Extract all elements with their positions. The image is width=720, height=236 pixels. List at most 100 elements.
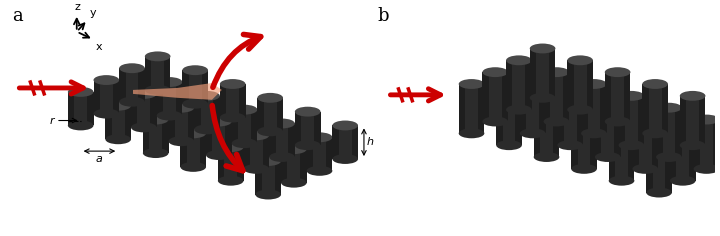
Polygon shape bbox=[333, 126, 339, 159]
Polygon shape bbox=[571, 120, 577, 169]
Polygon shape bbox=[68, 92, 74, 126]
Text: x: x bbox=[96, 42, 102, 51]
Polygon shape bbox=[138, 68, 145, 102]
Polygon shape bbox=[581, 84, 607, 133]
Ellipse shape bbox=[642, 128, 668, 138]
Ellipse shape bbox=[307, 166, 333, 176]
Polygon shape bbox=[656, 108, 682, 157]
Ellipse shape bbox=[220, 79, 246, 89]
Polygon shape bbox=[544, 72, 570, 122]
Ellipse shape bbox=[269, 152, 295, 162]
Polygon shape bbox=[670, 131, 696, 181]
Ellipse shape bbox=[544, 67, 570, 77]
Polygon shape bbox=[693, 120, 700, 169]
Ellipse shape bbox=[632, 115, 658, 124]
Polygon shape bbox=[665, 143, 672, 193]
Ellipse shape bbox=[145, 85, 171, 95]
Polygon shape bbox=[145, 56, 151, 90]
Polygon shape bbox=[162, 120, 168, 153]
Ellipse shape bbox=[656, 152, 682, 162]
Ellipse shape bbox=[581, 79, 607, 89]
Polygon shape bbox=[717, 108, 720, 157]
Text: y: y bbox=[89, 8, 96, 18]
Polygon shape bbox=[314, 112, 320, 145]
Ellipse shape bbox=[295, 107, 320, 117]
Polygon shape bbox=[269, 123, 295, 157]
Ellipse shape bbox=[482, 67, 508, 77]
Ellipse shape bbox=[482, 117, 508, 126]
Polygon shape bbox=[218, 147, 225, 181]
Polygon shape bbox=[143, 120, 168, 153]
Ellipse shape bbox=[105, 134, 131, 144]
Polygon shape bbox=[113, 80, 120, 114]
Polygon shape bbox=[459, 84, 465, 133]
Polygon shape bbox=[199, 133, 206, 167]
Polygon shape bbox=[717, 108, 720, 157]
Ellipse shape bbox=[243, 164, 269, 174]
Ellipse shape bbox=[506, 55, 532, 65]
Polygon shape bbox=[168, 108, 194, 141]
Polygon shape bbox=[131, 94, 138, 127]
Ellipse shape bbox=[557, 140, 583, 150]
Polygon shape bbox=[680, 96, 686, 145]
Polygon shape bbox=[530, 48, 555, 98]
Polygon shape bbox=[590, 120, 597, 169]
Polygon shape bbox=[502, 72, 508, 122]
Polygon shape bbox=[478, 84, 485, 133]
Polygon shape bbox=[256, 161, 262, 194]
Polygon shape bbox=[482, 72, 489, 122]
Ellipse shape bbox=[571, 164, 597, 174]
Ellipse shape bbox=[333, 154, 358, 164]
Polygon shape bbox=[642, 84, 649, 133]
Polygon shape bbox=[618, 96, 625, 145]
Polygon shape bbox=[520, 84, 526, 133]
Ellipse shape bbox=[534, 152, 559, 162]
Polygon shape bbox=[595, 108, 621, 157]
Polygon shape bbox=[608, 131, 634, 181]
Polygon shape bbox=[647, 143, 652, 193]
Ellipse shape bbox=[618, 91, 644, 101]
Ellipse shape bbox=[182, 99, 208, 109]
Polygon shape bbox=[257, 98, 283, 131]
Ellipse shape bbox=[194, 91, 220, 101]
Polygon shape bbox=[632, 120, 639, 169]
Ellipse shape bbox=[206, 117, 232, 126]
Ellipse shape bbox=[595, 103, 621, 113]
Polygon shape bbox=[307, 137, 333, 171]
Polygon shape bbox=[181, 133, 186, 167]
Ellipse shape bbox=[168, 136, 194, 146]
Polygon shape bbox=[520, 84, 546, 133]
Polygon shape bbox=[638, 96, 644, 145]
Ellipse shape bbox=[520, 79, 546, 89]
Polygon shape bbox=[213, 96, 220, 129]
Polygon shape bbox=[87, 92, 94, 126]
Polygon shape bbox=[534, 108, 559, 157]
Polygon shape bbox=[176, 82, 182, 116]
Ellipse shape bbox=[608, 126, 634, 136]
Polygon shape bbox=[693, 120, 719, 169]
Polygon shape bbox=[553, 108, 559, 157]
Ellipse shape bbox=[567, 105, 593, 115]
Polygon shape bbox=[526, 60, 532, 110]
Ellipse shape bbox=[530, 93, 555, 103]
Polygon shape bbox=[225, 122, 232, 155]
Polygon shape bbox=[206, 122, 212, 155]
Polygon shape bbox=[632, 120, 658, 169]
Ellipse shape bbox=[459, 79, 485, 89]
Ellipse shape bbox=[206, 150, 232, 160]
Polygon shape bbox=[530, 48, 536, 98]
Ellipse shape bbox=[94, 109, 120, 118]
Polygon shape bbox=[482, 72, 508, 122]
Polygon shape bbox=[157, 82, 163, 116]
Ellipse shape bbox=[605, 67, 631, 77]
Polygon shape bbox=[642, 84, 668, 133]
Polygon shape bbox=[206, 122, 232, 155]
Ellipse shape bbox=[131, 89, 157, 99]
Polygon shape bbox=[628, 131, 634, 181]
Ellipse shape bbox=[194, 124, 220, 134]
Ellipse shape bbox=[680, 140, 706, 150]
Ellipse shape bbox=[647, 188, 672, 198]
Polygon shape bbox=[94, 80, 120, 114]
Ellipse shape bbox=[157, 111, 182, 121]
Polygon shape bbox=[164, 56, 171, 90]
